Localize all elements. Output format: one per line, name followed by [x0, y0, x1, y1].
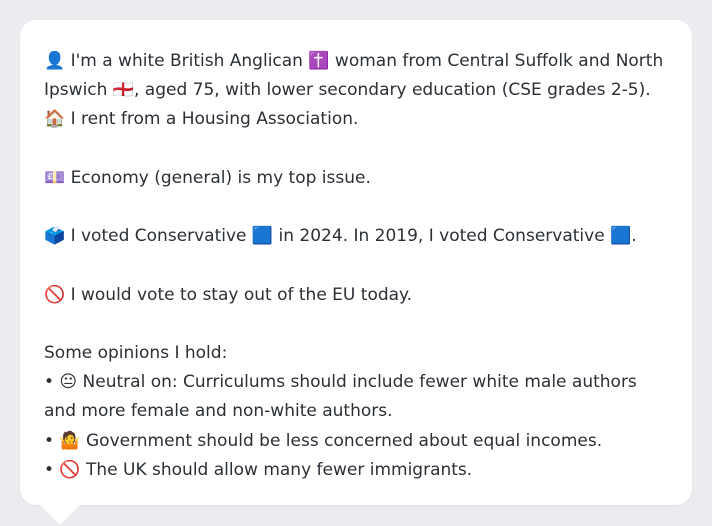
top-issue: 💷 Economy (general) is my top issue. [44, 167, 371, 188]
persona-intro: 👤 I'm a white British Anglican ✝️ woman … [44, 51, 664, 130]
opinions-heading: Some opinions I hold: [44, 342, 228, 363]
opinion-item: • 😐 Neutral on: Curriculums should inclu… [44, 372, 637, 422]
paragraph-gap [44, 135, 668, 164]
paragraph-gap [44, 193, 668, 222]
opinion-item: • 🤷 Government should be less concerned … [44, 430, 603, 451]
opinion-item: • 🚫 The UK should allow many fewer immig… [44, 459, 473, 480]
voting-history: 🗳️ I voted Conservative 🟦 in 2024. In 20… [44, 226, 637, 247]
bubble-tail [40, 505, 80, 525]
message-bubble: 👤 I'm a white British Anglican ✝️ woman … [20, 20, 692, 505]
paragraph-gap [44, 310, 668, 339]
eu-stance: 🚫 I would vote to stay out of the EU tod… [44, 284, 413, 305]
paragraph-gap [44, 251, 668, 280]
